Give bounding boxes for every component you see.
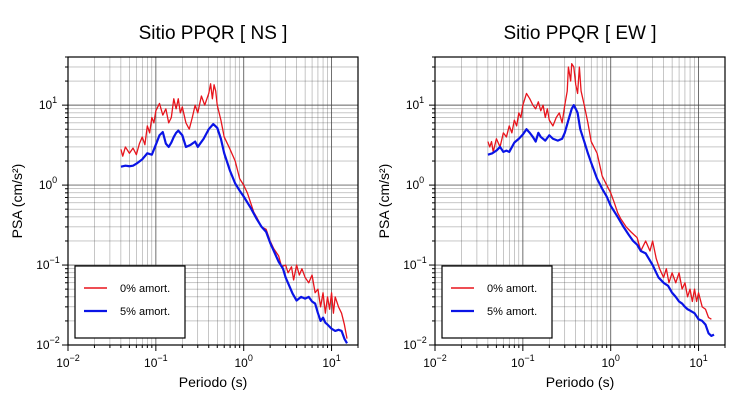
x-tick-exponent: −1 (524, 353, 534, 363)
legend-label: 5% amort. (487, 306, 537, 318)
y-tick-label: 10−1 (403, 255, 427, 272)
x-tick-label: 10−1 (511, 353, 535, 370)
plot-frame (434, 56, 726, 346)
x-tick-exponent: 0 (615, 353, 620, 363)
plot-frame (67, 56, 359, 346)
ticks (62, 56, 359, 351)
grid (67, 56, 359, 346)
x-axis-label: Periodo (s) (179, 374, 247, 390)
x-tick-label: 100 (235, 353, 253, 370)
x-tick-exponent: 1 (703, 353, 708, 363)
chart-title: Sitio PPQR [ NS ] (139, 23, 288, 44)
legend-label: 0% amort. (120, 283, 170, 295)
x-tick-label: 101 (322, 353, 340, 370)
series-line-blue (487, 104, 715, 337)
x-tick-exponent: −2 (437, 353, 447, 363)
legend: 0% amort. 5% amort. (74, 265, 186, 339)
y-tick-exponent: 1 (52, 95, 57, 105)
y-tick-exponent: 1 (419, 95, 424, 105)
y-tick-label: 101 (406, 95, 424, 112)
x-tick-exponent: 1 (336, 353, 341, 363)
series-line-red (487, 63, 712, 320)
y-tick-label: 10−2 (36, 335, 60, 352)
y-tick-label: 10−2 (403, 335, 427, 352)
y-tick-exponent: −2 (417, 335, 427, 345)
y-tick-label: 101 (39, 95, 57, 112)
x-tick-label: 101 (689, 353, 707, 370)
y-axis-label: PSA (cm/s²) (9, 164, 25, 239)
x-tick-label: 10−2 (56, 353, 80, 370)
y-tick-label: 10−1 (36, 255, 60, 272)
legend-label: 5% amort. (120, 306, 170, 318)
legend-box (74, 265, 186, 339)
x-axis-label: Periodo (s) (546, 374, 614, 390)
y-axis-label: PSA (cm/s²) (376, 164, 392, 239)
legend: 0% amort. 5% amort. (441, 265, 553, 339)
y-tick-exponent: −2 (50, 335, 60, 345)
x-tick-label: 10−2 (423, 353, 447, 370)
x-tick-exponent: −2 (70, 353, 80, 363)
y-tick-exponent: −1 (50, 255, 60, 265)
x-tick-exponent: 0 (248, 353, 253, 363)
series-group (487, 63, 715, 337)
x-tick-label: 10−1 (144, 353, 168, 370)
series-group (120, 83, 348, 344)
y-tick-exponent: 0 (419, 175, 424, 185)
series-line-blue (120, 122, 348, 344)
x-tick-exponent: −1 (157, 353, 167, 363)
y-tick-exponent: −1 (417, 255, 427, 265)
legend-label: 0% amort. (487, 283, 537, 295)
legend-box (441, 265, 553, 339)
y-tick-exponent: 0 (52, 175, 57, 185)
ticks (429, 56, 726, 351)
y-tick-label: 100 (406, 175, 424, 192)
x-tick-label: 100 (602, 353, 620, 370)
y-tick-label: 100 (39, 175, 57, 192)
chart-title: Sitio PPQR [ EW ] (503, 23, 656, 44)
series-line-red (120, 83, 348, 339)
